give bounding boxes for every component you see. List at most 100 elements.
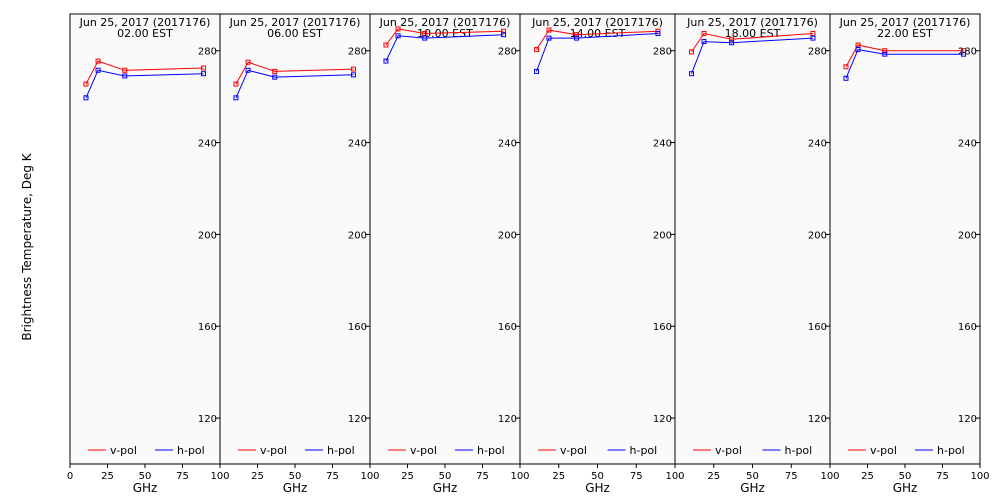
x-tick-label: 100 bbox=[665, 471, 684, 482]
data-point-v-pol bbox=[843, 64, 849, 70]
y-tick-label: 280 bbox=[958, 47, 977, 58]
series-line-h-pol bbox=[85, 69, 204, 98]
panel-frame bbox=[829, 13, 981, 465]
x-tick-label: 50 bbox=[439, 471, 452, 482]
x-axis-label: GHz bbox=[893, 481, 918, 495]
x-tick-label: 25 bbox=[401, 471, 414, 482]
panel-frame bbox=[369, 13, 521, 465]
data-point-v-pol bbox=[272, 68, 278, 74]
y-tick-label: 120 bbox=[808, 414, 827, 425]
panel-frame bbox=[69, 13, 221, 465]
y-tick-label: 200 bbox=[808, 230, 827, 241]
data-point-v-pol bbox=[383, 42, 389, 48]
data-point-h-pol bbox=[383, 58, 389, 64]
y-tick-label: 120 bbox=[498, 414, 517, 425]
series-line-v-pol bbox=[235, 61, 354, 85]
data-point-h-pol bbox=[855, 47, 861, 53]
legend-label-v-pol: v-pol bbox=[410, 444, 437, 457]
legend-label-v-pol: v-pol bbox=[870, 444, 897, 457]
data-point-h-pol bbox=[351, 72, 356, 78]
x-axis-label: GHz bbox=[133, 481, 158, 495]
x-axis-label: GHz bbox=[283, 481, 308, 495]
x-tick-label: 50 bbox=[289, 471, 302, 482]
x-tick-label: 25 bbox=[251, 471, 264, 482]
x-tick-label: 25 bbox=[552, 471, 565, 482]
data-point-v-pol bbox=[422, 31, 428, 37]
y-tick-label: 120 bbox=[653, 414, 672, 425]
legend-label-h-pol: h-pol bbox=[327, 444, 355, 457]
x-axis-label: GHz bbox=[740, 481, 765, 495]
y-tick-label: 200 bbox=[958, 230, 977, 241]
y-tick-label: 200 bbox=[653, 230, 672, 241]
data-point-h-pol bbox=[655, 31, 661, 37]
x-tick-label: 75 bbox=[630, 471, 643, 482]
y-tick-label: 160 bbox=[808, 322, 827, 333]
data-point-h-pol bbox=[689, 71, 695, 77]
panel-title: Jun 25, 2017 (2017176) bbox=[379, 16, 511, 29]
y-tick-label: 160 bbox=[198, 322, 217, 333]
data-point-h-pol bbox=[546, 35, 552, 41]
x-tick-label: 100 bbox=[210, 471, 229, 482]
legend-label-v-pol: v-pol bbox=[260, 444, 287, 457]
x-tick-label: 0 bbox=[67, 471, 73, 482]
y-tick-label: 280 bbox=[498, 47, 517, 58]
data-point-v-pol bbox=[501, 28, 506, 34]
legend-label-h-pol: h-pol bbox=[785, 444, 813, 457]
data-point-v-pol bbox=[122, 67, 128, 73]
panel-frame bbox=[519, 13, 676, 465]
x-tick-label: 100 bbox=[510, 471, 529, 482]
legend-label-h-pol: h-pol bbox=[477, 444, 505, 457]
y-tick-label: 200 bbox=[198, 230, 217, 241]
data-point-h-pol bbox=[882, 51, 888, 57]
data-point-v-pol bbox=[201, 65, 206, 71]
data-point-h-pol bbox=[574, 35, 580, 41]
panel-frame bbox=[674, 13, 831, 465]
legend-label-v-pol: v-pol bbox=[560, 444, 587, 457]
data-point-v-pol bbox=[810, 31, 816, 37]
series-line-v-pol bbox=[536, 29, 659, 50]
series-line-h-pol bbox=[385, 34, 504, 62]
y-axis-label: Brightness Temperature, Deg K bbox=[20, 152, 34, 340]
x-tick-label: 25 bbox=[861, 471, 874, 482]
data-point-v-pol bbox=[882, 48, 888, 54]
y-tick-label: 280 bbox=[348, 47, 367, 58]
x-tick-label: 50 bbox=[591, 471, 604, 482]
data-point-h-pol bbox=[245, 67, 251, 73]
data-point-v-pol bbox=[546, 27, 552, 33]
data-point-v-pol bbox=[574, 32, 580, 38]
data-point-h-pol bbox=[534, 68, 540, 74]
y-tick-label: 240 bbox=[808, 139, 827, 150]
y-tick-label: 240 bbox=[348, 139, 367, 150]
data-point-v-pol bbox=[395, 26, 401, 32]
series-line-v-pol bbox=[85, 60, 204, 85]
x-tick-label: 100 bbox=[820, 471, 839, 482]
x-tick-label: 25 bbox=[101, 471, 114, 482]
data-point-v-pol bbox=[83, 81, 89, 87]
panel-title: Jun 25, 2017 (2017176) bbox=[229, 16, 361, 29]
data-point-h-pol bbox=[422, 35, 428, 41]
data-point-h-pol bbox=[83, 95, 89, 101]
data-point-v-pol bbox=[95, 58, 101, 64]
data-point-h-pol bbox=[201, 71, 206, 77]
data-point-h-pol bbox=[810, 35, 816, 41]
data-point-h-pol bbox=[395, 33, 401, 39]
panel-title: Jun 25, 2017 (2017176) bbox=[79, 16, 211, 29]
x-tick-label: 75 bbox=[785, 471, 798, 482]
panel-title: Jun 25, 2017 (2017176) bbox=[531, 16, 663, 29]
data-point-h-pol bbox=[701, 39, 707, 45]
data-point-v-pol bbox=[233, 81, 239, 87]
data-point-v-pol bbox=[855, 42, 861, 48]
x-tick-label: 75 bbox=[176, 471, 189, 482]
panel-title: Jun 25, 2017 (2017176) bbox=[839, 16, 971, 29]
y-tick-label: 240 bbox=[653, 139, 672, 150]
panel-frame bbox=[219, 13, 371, 465]
data-point-h-pol bbox=[501, 32, 506, 38]
series-line-h-pol bbox=[536, 33, 659, 72]
y-tick-label: 160 bbox=[653, 322, 672, 333]
data-point-v-pol bbox=[701, 31, 707, 37]
x-axis-label: GHz bbox=[433, 481, 458, 495]
y-tick-label: 240 bbox=[198, 139, 217, 150]
y-tick-label: 120 bbox=[198, 414, 217, 425]
